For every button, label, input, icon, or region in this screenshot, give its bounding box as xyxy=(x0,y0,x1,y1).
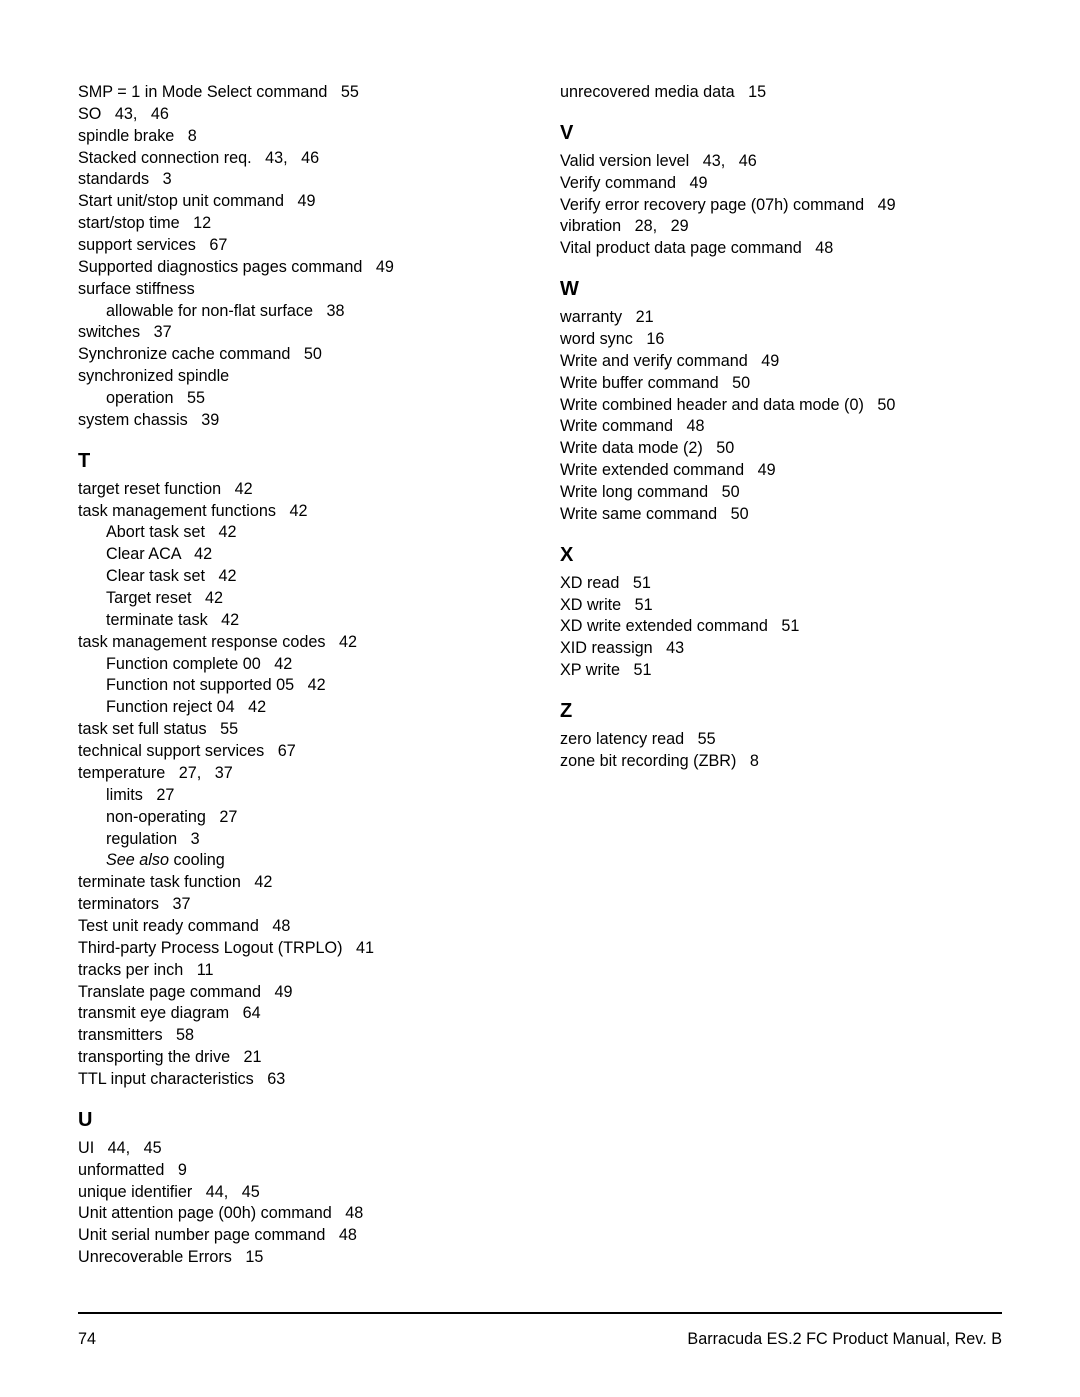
index-entry: regulation 3 xyxy=(78,829,520,851)
columns-wrapper: SMP = 1 in Mode Select command 55SO 43, … xyxy=(78,82,1002,1269)
page-number: 74 xyxy=(78,1330,96,1349)
section-heading: W xyxy=(560,278,1002,301)
index-entry: UI 44, 45 xyxy=(78,1138,520,1160)
index-entry: SO 43, 46 xyxy=(78,104,520,126)
index-entry: XD read 51 xyxy=(560,573,1002,595)
index-entry: Verify command 49 xyxy=(560,173,1002,195)
index-entry: task management functions 42 xyxy=(78,501,520,523)
index-entry: unrecovered media data 15 xyxy=(560,82,1002,104)
index-entry: non-operating 27 xyxy=(78,807,520,829)
index-entry: Target reset 42 xyxy=(78,588,520,610)
index-entry: temperature 27, 37 xyxy=(78,763,520,785)
index-entry: Clear ACA 42 xyxy=(78,544,520,566)
index-entry: system chassis 39 xyxy=(78,410,520,432)
index-entry: allowable for non-flat surface 38 xyxy=(78,301,520,323)
index-entry: zero latency read 55 xyxy=(560,729,1002,751)
index-entry: XD write extended command 51 xyxy=(560,616,1002,638)
index-entry: transporting the drive 21 xyxy=(78,1047,520,1069)
section-heading: U xyxy=(78,1109,520,1132)
index-entry: tracks per inch 11 xyxy=(78,960,520,982)
index-entry: Function reject 04 42 xyxy=(78,697,520,719)
index-entry: Synchronize cache command 50 xyxy=(78,344,520,366)
index-entry: technical support services 67 xyxy=(78,741,520,763)
index-entry: zone bit recording (ZBR) 8 xyxy=(560,751,1002,773)
section-heading: V xyxy=(560,122,1002,145)
index-entry: Unrecoverable Errors 15 xyxy=(78,1247,520,1269)
index-entry-text: cooling xyxy=(174,851,225,869)
index-entry: Test unit ready command 48 xyxy=(78,916,520,938)
index-entry: warranty 21 xyxy=(560,307,1002,329)
index-entry: task set full status 55 xyxy=(78,719,520,741)
index-entry: Unit serial number page command 48 xyxy=(78,1225,520,1247)
index-entry: Write buffer command 50 xyxy=(560,373,1002,395)
page-footer: 74 Barracuda ES.2 FC Product Manual, Rev… xyxy=(78,1312,1002,1349)
index-entry: unformatted 9 xyxy=(78,1160,520,1182)
index-entry: Clear task set 42 xyxy=(78,566,520,588)
index-entry: transmit eye diagram 64 xyxy=(78,1003,520,1025)
index-entry: Stacked connection req. 43, 46 xyxy=(78,148,520,170)
footer-rule xyxy=(78,1312,1002,1314)
index-entry: Write and verify command 49 xyxy=(560,351,1002,373)
index-entry: transmitters 58 xyxy=(78,1025,520,1047)
see-also-label: See also xyxy=(106,851,174,869)
index-entry: unique identifier 44, 45 xyxy=(78,1182,520,1204)
index-entry: task management response codes 42 xyxy=(78,632,520,654)
right-column: unrecovered media data 15 V Valid version … xyxy=(560,82,1002,1269)
index-entry: Verify error recovery page (07h) command… xyxy=(560,195,1002,217)
index-entry: Write extended command 49 xyxy=(560,460,1002,482)
index-entry: Function complete 00 42 xyxy=(78,654,520,676)
index-entry: spindle brake 8 xyxy=(78,126,520,148)
index-entry: XID reassign 43 xyxy=(560,638,1002,660)
index-entry: terminate task function 42 xyxy=(78,872,520,894)
index-entry: start/stop time 12 xyxy=(78,213,520,235)
index-entry: Start unit/stop unit command 49 xyxy=(78,191,520,213)
index-entry: Translate page command 49 xyxy=(78,982,520,1004)
index-entry: Supported diagnostics pages command 49 xyxy=(78,257,520,279)
index-entry: XD write 51 xyxy=(560,595,1002,617)
index-entry: Write long command 50 xyxy=(560,482,1002,504)
index-entry: limits 27 xyxy=(78,785,520,807)
index-entry: support services 67 xyxy=(78,235,520,257)
section-heading: T xyxy=(78,450,520,473)
index-entry: Write command 48 xyxy=(560,416,1002,438)
index-entry: Abort task set 42 xyxy=(78,522,520,544)
section-heading: X xyxy=(560,544,1002,567)
index-entry: synchronized spindle xyxy=(78,366,520,388)
index-entry: Write same command 50 xyxy=(560,504,1002,526)
index-entry: standards 3 xyxy=(78,169,520,191)
index-entry: word sync 16 xyxy=(560,329,1002,351)
index-entry: Function not supported 05 42 xyxy=(78,675,520,697)
section-heading: Z xyxy=(560,700,1002,723)
index-entry: target reset function 42 xyxy=(78,479,520,501)
index-entry: SMP = 1 in Mode Select command 55 xyxy=(78,82,520,104)
index-entry: XP write 51 xyxy=(560,660,1002,682)
index-entry: See also cooling xyxy=(78,850,520,872)
index-entry: Valid version level 43, 46 xyxy=(560,151,1002,173)
index-entry: Unit attention page (00h) command 48 xyxy=(78,1203,520,1225)
index-entry: operation 55 xyxy=(78,388,520,410)
index-entry: vibration 28, 29 xyxy=(560,216,1002,238)
index-entry: terminate task 42 xyxy=(78,610,520,632)
index-entry: TTL input characteristics 63 xyxy=(78,1069,520,1091)
index-entry: switches 37 xyxy=(78,322,520,344)
index-entry: terminators 37 xyxy=(78,894,520,916)
manual-title: Barracuda ES.2 FC Product Manual, Rev. B xyxy=(687,1330,1002,1349)
index-entry: surface stiffness xyxy=(78,279,520,301)
index-entry: Write combined header and data mode (0) … xyxy=(560,395,1002,417)
index-entry: Vital product data page command 48 xyxy=(560,238,1002,260)
footer-row: 74 Barracuda ES.2 FC Product Manual, Rev… xyxy=(78,1330,1002,1349)
index-page: SMP = 1 in Mode Select command 55SO 43, … xyxy=(0,0,1080,1397)
index-entry: Third-party Process Logout (TRPLO) 41 xyxy=(78,938,520,960)
left-column: SMP = 1 in Mode Select command 55SO 43, … xyxy=(78,82,520,1269)
index-entry: Write data mode (2) 50 xyxy=(560,438,1002,460)
